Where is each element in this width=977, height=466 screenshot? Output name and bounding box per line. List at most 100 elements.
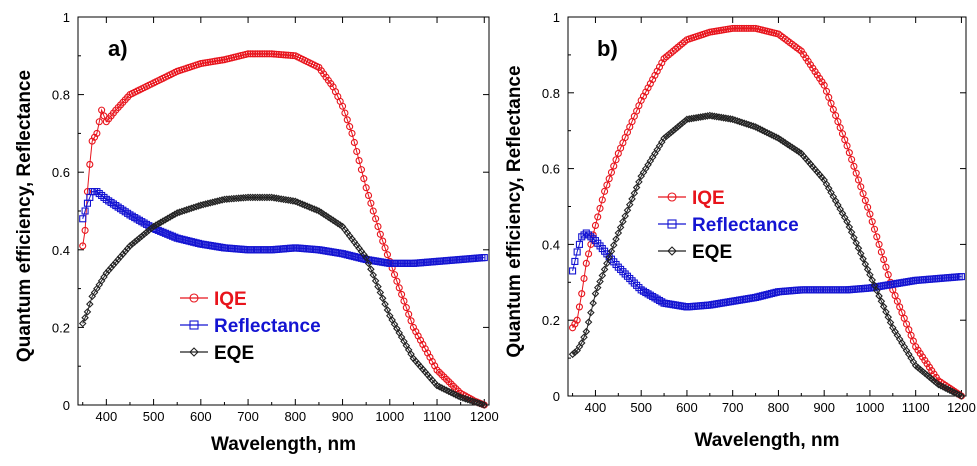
data-point	[123, 244, 132, 253]
data-point	[728, 115, 737, 124]
data-point	[630, 189, 639, 198]
data-point	[593, 283, 602, 292]
data-point	[822, 87, 831, 95]
data-point	[274, 194, 283, 203]
data-point	[244, 50, 252, 58]
data-point	[286, 196, 295, 205]
data-point	[478, 400, 486, 409]
data-point	[102, 269, 111, 277]
data-point	[178, 235, 186, 243]
data-point	[95, 118, 103, 126]
data-point	[569, 267, 577, 275]
data-point	[367, 265, 375, 273]
data-point	[603, 181, 611, 189]
data-point	[348, 129, 356, 137]
legend-marker-iqe	[667, 192, 677, 202]
data-point	[596, 204, 604, 212]
data-point	[635, 178, 643, 186]
data-point	[861, 260, 870, 268]
data-point	[747, 24, 755, 32]
panel-label: b)	[597, 36, 618, 61]
data-point	[171, 210, 179, 219]
data-point	[717, 113, 726, 122]
data-point	[678, 119, 687, 127]
data-point	[662, 132, 671, 141]
data-point	[854, 176, 863, 184]
data-point	[114, 255, 122, 264]
data-point	[383, 251, 391, 259]
x-tick-label: 500	[143, 409, 165, 424]
data-point	[625, 200, 634, 209]
x-tick-label: 500	[630, 400, 652, 415]
data-point	[355, 254, 363, 262]
data-point	[466, 396, 474, 405]
data-point	[578, 233, 586, 241]
data-point	[157, 227, 165, 235]
data-point	[763, 291, 771, 299]
data-point	[173, 234, 181, 242]
y-tick-label: 0.8	[542, 86, 560, 101]
data-point	[742, 24, 750, 32]
data-point	[282, 51, 290, 59]
data-point	[868, 276, 876, 284]
data-point	[374, 222, 382, 231]
data-point	[121, 247, 130, 256]
series-eqe	[568, 111, 966, 400]
data-point	[736, 24, 744, 32]
data-point	[275, 50, 283, 58]
data-point	[104, 266, 113, 275]
data-point	[601, 187, 609, 195]
data-point	[156, 218, 165, 227]
y-tick-label: 0.2	[52, 320, 70, 335]
data-point	[357, 166, 365, 174]
data-point	[729, 24, 737, 32]
data-point	[279, 51, 288, 59]
data-point	[270, 50, 278, 58]
data-point	[575, 240, 583, 248]
data-point	[258, 50, 266, 58]
data-point	[607, 168, 616, 176]
data-point	[749, 122, 758, 130]
data-point	[738, 24, 746, 32]
data-point	[877, 297, 886, 306]
data-point	[287, 51, 295, 59]
data-point	[726, 115, 735, 123]
y-tick-label: 0.6	[542, 162, 560, 177]
data-point	[733, 24, 741, 32]
data-point	[612, 156, 620, 164]
data-point	[870, 281, 879, 290]
data-point	[674, 123, 682, 131]
data-point	[605, 253, 613, 262]
series-reflectance	[79, 188, 488, 267]
data-point	[265, 193, 274, 202]
data-point	[180, 236, 188, 244]
data-point	[879, 302, 888, 311]
data-point	[86, 300, 94, 308]
data-point	[864, 203, 872, 211]
y-axis-label: Quantum efficiency, Reflectance	[14, 70, 35, 362]
data-point	[731, 116, 739, 124]
x-tick-label: 400	[585, 400, 607, 415]
data-point	[575, 303, 583, 311]
data-point	[159, 228, 167, 236]
data-point	[623, 206, 632, 215]
x-tick-label: 600	[676, 400, 698, 415]
data-point	[569, 324, 577, 332]
legend-label-eqe: EQE	[214, 343, 254, 364]
data-point	[471, 398, 479, 406]
data-point	[369, 207, 377, 215]
series-line-iqe	[82, 53, 485, 406]
data-point	[379, 237, 387, 245]
legend-marker-eqe	[189, 347, 199, 357]
data-point	[468, 397, 477, 405]
chart-panel-1: 400 500 600 700 800 900 1000 1100 1200 0 0.2 0.4 0.6…	[14, 10, 499, 455]
data-point	[270, 194, 278, 202]
data-point	[81, 207, 89, 215]
x-tick-label: 900	[332, 409, 354, 424]
data-point	[383, 306, 392, 314]
data-point	[93, 188, 101, 196]
data-point	[126, 242, 134, 250]
data-point	[609, 241, 618, 249]
data-point	[870, 225, 879, 233]
